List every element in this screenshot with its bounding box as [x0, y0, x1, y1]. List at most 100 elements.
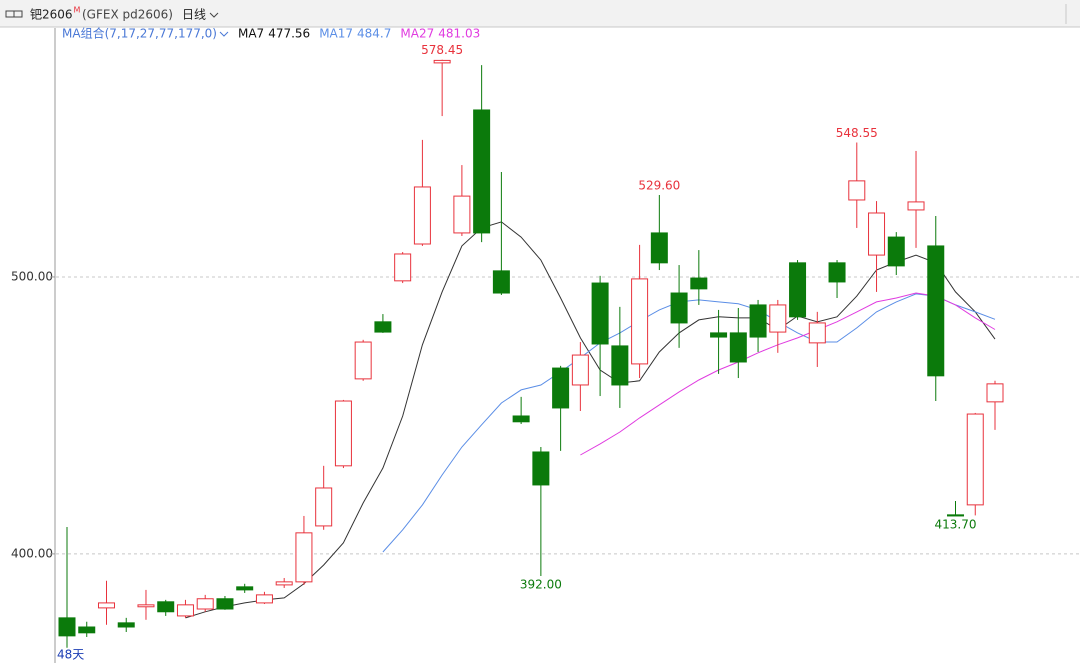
candle-body — [236, 586, 254, 591]
candle — [887, 232, 905, 276]
candle-body — [690, 277, 708, 290]
candle — [354, 339, 372, 381]
candle — [729, 307, 747, 379]
candle — [512, 396, 530, 425]
candle — [927, 216, 945, 402]
legend-name: MA17 — [319, 27, 353, 41]
candle-body — [97, 602, 115, 609]
candle-body — [789, 262, 807, 318]
candle — [670, 265, 688, 348]
candle — [611, 306, 629, 408]
legend-value: 481.03 — [438, 27, 480, 41]
dropdown-arrow[interactable] — [219, 31, 229, 37]
candle — [374, 314, 392, 333]
dropdown-arrow[interactable] — [209, 12, 219, 18]
ma-line — [382, 293, 996, 553]
candle — [650, 194, 668, 271]
candle — [591, 275, 609, 397]
icon-part — [13, 10, 23, 18]
candle-body — [255, 594, 273, 604]
candle-body — [749, 304, 767, 338]
candle-body — [492, 270, 510, 294]
ma-line — [580, 292, 996, 456]
candle — [769, 299, 787, 353]
candle-body — [591, 282, 609, 345]
indicator-label[interactable]: MA组合(7,17,27,77,177,0) — [62, 26, 217, 41]
candle — [413, 139, 431, 246]
candle — [848, 142, 866, 228]
candle — [137, 589, 155, 620]
candle-body — [315, 487, 333, 527]
candle-body — [58, 617, 76, 637]
symbol-mark: M — [74, 6, 81, 15]
candle-body — [157, 601, 175, 613]
candle — [176, 599, 194, 618]
low-label: 413.70 — [935, 517, 977, 531]
candle-body — [117, 622, 135, 628]
symbol[interactable]: 钯2606 — [30, 8, 73, 22]
candle-body — [374, 321, 392, 333]
candle — [196, 594, 214, 612]
candle — [255, 591, 273, 605]
symbol-code: (GFEX pd2606) — [82, 8, 173, 22]
candle — [295, 515, 313, 585]
candle — [492, 172, 510, 295]
candle-body — [670, 292, 688, 324]
candle — [78, 621, 96, 637]
candle — [157, 599, 175, 616]
high-label: 548.55 — [836, 126, 878, 140]
candle-body — [78, 626, 96, 634]
toolbar — [0, 0, 1080, 27]
candle-body — [848, 180, 866, 201]
candle-body — [769, 304, 787, 333]
candle — [236, 583, 254, 593]
candle — [710, 309, 728, 374]
candle — [947, 500, 965, 517]
candle — [690, 250, 708, 305]
candle-body — [808, 322, 826, 344]
candle-body — [710, 332, 728, 338]
candle-body — [137, 604, 155, 608]
candle — [571, 342, 589, 411]
candle — [749, 299, 767, 353]
candle-body — [196, 598, 214, 610]
candle — [631, 244, 649, 379]
low-label: 392.00 — [520, 578, 562, 592]
candle-body — [947, 514, 965, 517]
candle-body — [473, 109, 491, 234]
candle — [453, 165, 471, 236]
candle-body — [275, 581, 293, 586]
candle-body — [176, 604, 194, 617]
legend-name: MA27 — [400, 27, 434, 41]
candle-body — [413, 186, 431, 245]
candle-body — [354, 341, 372, 380]
candle-body — [887, 236, 905, 267]
symbol-icon[interactable] — [5, 10, 23, 18]
candle — [828, 260, 846, 299]
candle — [808, 311, 826, 367]
candle — [907, 150, 925, 248]
candle-body — [512, 415, 530, 423]
candle-body — [966, 413, 984, 506]
y-tick-label: 400.00 — [11, 546, 53, 560]
legend-value: 477.56 — [268, 27, 310, 41]
candle — [216, 595, 234, 610]
high-label: 578.45 — [421, 43, 463, 57]
candle — [275, 577, 293, 588]
candle — [789, 260, 807, 320]
candle-body — [868, 212, 886, 256]
candle — [966, 412, 984, 516]
candle — [334, 399, 352, 469]
candle-body — [729, 332, 747, 363]
candle-body — [532, 451, 550, 486]
candle — [552, 365, 570, 451]
candle — [394, 252, 412, 284]
candle-body — [631, 278, 649, 365]
period-selector[interactable]: 日线 — [182, 8, 206, 22]
candle-body — [453, 195, 471, 234]
candle-body — [334, 400, 352, 467]
candle — [58, 527, 76, 648]
candle-body — [295, 532, 313, 583]
